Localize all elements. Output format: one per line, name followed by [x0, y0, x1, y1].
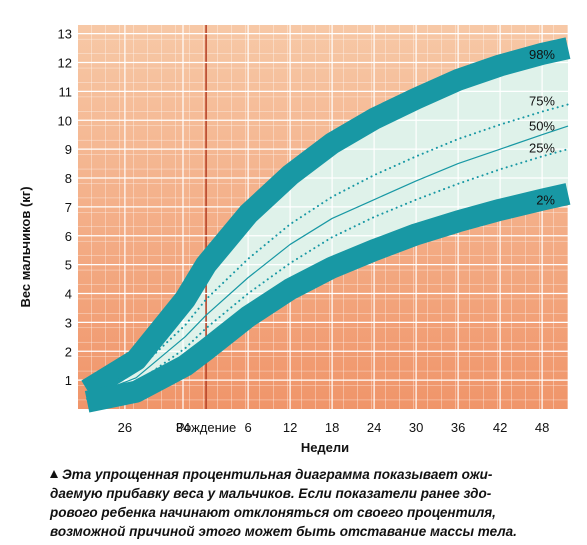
y-tick-label: 3	[65, 315, 72, 330]
x-axis-label: Недели	[301, 440, 349, 455]
percentile-band	[84, 183, 571, 413]
y-tick-label: 5	[65, 258, 72, 273]
x-tick-label: 42	[493, 420, 507, 435]
y-axis-label: Вес мальчиков (кг)	[18, 186, 33, 307]
x-tick-label: 18	[325, 420, 339, 435]
y-tick-label: 1	[65, 373, 72, 388]
y-tick-label: 9	[65, 142, 72, 157]
caption-line: Эта упрощенная процентильная диаграмма п…	[62, 467, 493, 482]
caption-line: даемую прибавку веса у мальчиков. Если п…	[50, 486, 492, 501]
series-label: 50%	[529, 119, 555, 134]
y-tick-label: 10	[58, 113, 72, 128]
x-tick-label: 12	[283, 420, 297, 435]
x-tick-label: Рождение	[176, 420, 236, 435]
percentile-line	[86, 148, 569, 400]
y-tick-label: 4	[65, 287, 72, 302]
x-tick-label: 30	[409, 420, 423, 435]
x-tick-label: 36	[451, 420, 465, 435]
y-tick-label: 7	[65, 200, 72, 215]
y-tick-label: 8	[65, 171, 72, 186]
x-tick-label: 26	[118, 420, 132, 435]
series-label: 2%	[536, 193, 555, 208]
series-label: 75%	[529, 94, 555, 109]
x-tick-label: 48	[535, 420, 549, 435]
caption-triangle	[50, 470, 58, 478]
x-tick-label: 6	[244, 420, 251, 435]
percentile-line	[86, 125, 569, 398]
caption-line: рового ребенка начинают отклоняться от с…	[49, 505, 496, 520]
percentile-line	[86, 103, 569, 396]
y-tick-label: 11	[59, 84, 73, 99]
percentile-band	[81, 37, 571, 400]
series-label: 25%	[529, 140, 555, 155]
y-tick-label: 6	[65, 229, 72, 244]
x-tick-label: 24	[367, 420, 381, 435]
series-label: 98%	[529, 47, 555, 62]
y-tick-label: 2	[65, 344, 72, 359]
x-tick-label: 34	[176, 420, 190, 435]
y-tick-label: 12	[58, 56, 72, 71]
y-tick-label: 13	[58, 27, 72, 42]
caption-line: возможной причиной этого может быть отст…	[50, 524, 517, 539]
